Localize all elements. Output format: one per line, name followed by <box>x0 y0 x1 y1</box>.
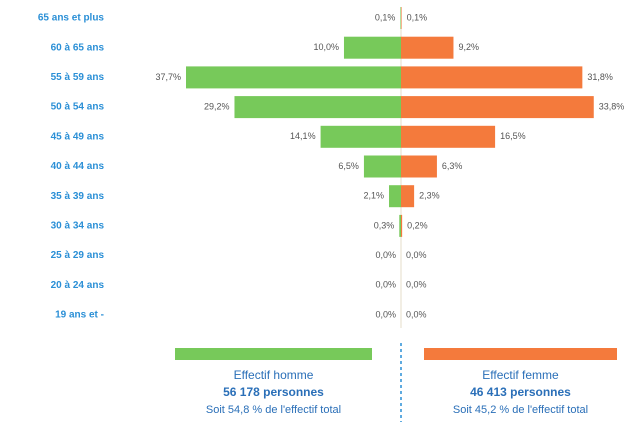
value-label: 0,0% <box>375 309 396 319</box>
value-label: 0,0% <box>375 280 396 290</box>
category-label: 25 à 29 ans <box>51 250 105 261</box>
value-label: 0,3% <box>374 220 395 230</box>
bar <box>343 36 401 59</box>
bar <box>186 66 401 89</box>
category-label: 20 à 24 ans <box>51 280 105 291</box>
legend-persons: 56 178 personnes <box>223 385 324 399</box>
bar <box>320 125 401 148</box>
value-label: 0,0% <box>375 250 396 260</box>
bar <box>401 66 583 89</box>
value-label: 29,2% <box>204 101 230 111</box>
value-label: 9,2% <box>458 42 479 52</box>
value-label: 14,1% <box>290 131 316 141</box>
value-label: 0,0% <box>406 250 427 260</box>
legend-persons: 46 413 personnes <box>470 385 571 399</box>
value-label: 0,0% <box>406 309 427 319</box>
bar <box>399 214 401 237</box>
category-label: 55 à 59 ans <box>51 72 105 83</box>
bar <box>400 7 401 29</box>
category-label: 35 à 39 ans <box>51 191 105 202</box>
bar <box>389 185 401 208</box>
category-label: 50 à 54 ans <box>51 102 105 113</box>
bar <box>401 185 415 208</box>
bar <box>363 155 401 178</box>
bar <box>401 214 403 237</box>
value-label: 0,1% <box>375 12 396 22</box>
category-label: 40 à 44 ans <box>51 161 105 172</box>
category-label: 30 à 34 ans <box>51 221 105 232</box>
legend-name: Effectif femme <box>482 368 559 382</box>
value-label: 6,5% <box>338 161 359 171</box>
value-label: 2,1% <box>364 191 385 201</box>
value-label: 0,1% <box>407 12 428 22</box>
value-label: 16,5% <box>500 131 526 141</box>
bar <box>401 125 496 148</box>
bar <box>401 96 594 119</box>
legend-name: Effectif homme <box>234 368 314 382</box>
category-label: 45 à 49 ans <box>51 131 105 142</box>
legend-share: Soit 45,2 % de l'effectif total <box>453 404 588 416</box>
value-label: 0,2% <box>407 220 428 230</box>
value-label: 37,7% <box>155 72 181 82</box>
category-label: 65 ans et plus <box>38 13 105 24</box>
legend-swatch <box>175 348 372 360</box>
value-label: 33,8% <box>599 101 625 111</box>
value-label: 2,3% <box>419 191 440 201</box>
legend-share: Soit 54,8 % de l'effectif total <box>206 404 341 416</box>
bar <box>401 7 402 29</box>
bar <box>401 155 437 178</box>
value-label: 0,0% <box>406 280 427 290</box>
legend-swatch <box>424 348 617 360</box>
category-label: 19 ans et - <box>55 310 104 321</box>
category-label: 60 à 65 ans <box>51 42 105 53</box>
value-label: 31,8% <box>587 72 613 82</box>
value-label: 6,3% <box>442 161 463 171</box>
bar <box>401 36 454 59</box>
value-label: 10,0% <box>313 42 339 52</box>
bar <box>234 96 401 119</box>
